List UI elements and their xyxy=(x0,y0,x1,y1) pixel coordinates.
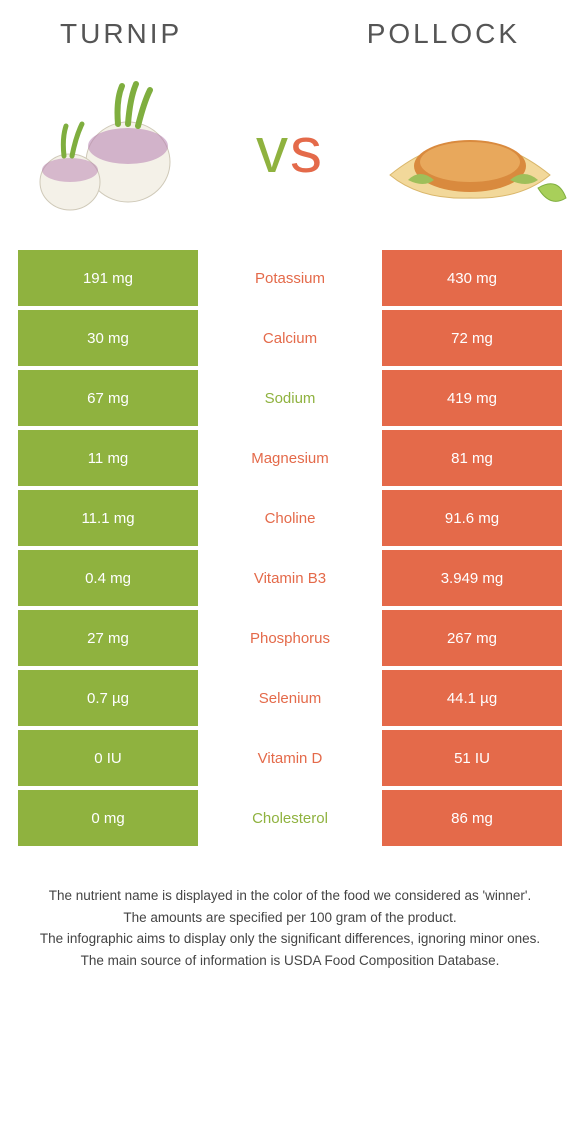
pollock-icon xyxy=(370,80,570,220)
table-row: 27 mgPhosphorus267 mg xyxy=(18,610,562,666)
left-value-cell: 191 mg xyxy=(18,250,198,306)
table-row: 11 mgMagnesium81 mg xyxy=(18,430,562,486)
footnote-line: The infographic aims to display only the… xyxy=(30,929,550,949)
table-row: 0.4 mgVitamin B33.949 mg xyxy=(18,550,562,606)
table-row: 0 IUVitamin D51 IU xyxy=(18,730,562,786)
nutrient-name-cell: Vitamin B3 xyxy=(198,550,382,606)
table-row: 67 mgSodium419 mg xyxy=(18,370,562,426)
left-title: Turnip xyxy=(60,18,182,50)
vs-s: s xyxy=(290,114,324,186)
nutrient-name-cell: Calcium xyxy=(198,310,382,366)
turnip-icon xyxy=(10,80,210,220)
right-value-cell: 44.1 µg xyxy=(382,670,562,726)
table-row: 11.1 mgCholine91.6 mg xyxy=(18,490,562,546)
left-value-cell: 67 mg xyxy=(18,370,198,426)
left-value-cell: 30 mg xyxy=(18,310,198,366)
footnote-block: The nutrient name is displayed in the co… xyxy=(0,850,580,970)
right-value-cell: 72 mg xyxy=(382,310,562,366)
titles-row: Turnip Pollock xyxy=(0,0,580,60)
left-value-cell: 11.1 mg xyxy=(18,490,198,546)
right-value-cell: 91.6 mg xyxy=(382,490,562,546)
nutrient-table: 191 mgPotassium430 mg30 mgCalcium72 mg67… xyxy=(0,250,580,846)
nutrient-name-cell: Selenium xyxy=(198,670,382,726)
left-value-cell: 0.7 µg xyxy=(18,670,198,726)
left-value-cell: 27 mg xyxy=(18,610,198,666)
infographic-root: Turnip Pollock vs xyxy=(0,0,580,970)
right-title: Pollock xyxy=(367,18,520,50)
left-value-cell: 0 IU xyxy=(18,730,198,786)
hero-row: vs xyxy=(0,60,580,250)
left-value-cell: 11 mg xyxy=(18,430,198,486)
vs-v: v xyxy=(256,114,290,186)
left-value-cell: 0 mg xyxy=(18,790,198,846)
vs-label: vs xyxy=(256,113,324,187)
table-row: 30 mgCalcium72 mg xyxy=(18,310,562,366)
nutrient-name-cell: Magnesium xyxy=(198,430,382,486)
footnote-line: The amounts are specified per 100 gram o… xyxy=(30,908,550,928)
nutrient-name-cell: Choline xyxy=(198,490,382,546)
nutrient-name-cell: Vitamin D xyxy=(198,730,382,786)
nutrient-name-cell: Sodium xyxy=(198,370,382,426)
nutrient-name-cell: Potassium xyxy=(198,250,382,306)
right-value-cell: 267 mg xyxy=(382,610,562,666)
table-row: 191 mgPotassium430 mg xyxy=(18,250,562,306)
table-row: 0 mgCholesterol86 mg xyxy=(18,790,562,846)
left-value-cell: 0.4 mg xyxy=(18,550,198,606)
footnote-line: The nutrient name is displayed in the co… xyxy=(30,886,550,906)
right-value-cell: 430 mg xyxy=(382,250,562,306)
table-row: 0.7 µgSelenium44.1 µg xyxy=(18,670,562,726)
right-value-cell: 86 mg xyxy=(382,790,562,846)
right-value-cell: 3.949 mg xyxy=(382,550,562,606)
right-value-cell: 419 mg xyxy=(382,370,562,426)
right-value-cell: 51 IU xyxy=(382,730,562,786)
right-value-cell: 81 mg xyxy=(382,430,562,486)
nutrient-name-cell: Phosphorus xyxy=(198,610,382,666)
footnote-line: The main source of information is USDA F… xyxy=(30,951,550,971)
nutrient-name-cell: Cholesterol xyxy=(198,790,382,846)
